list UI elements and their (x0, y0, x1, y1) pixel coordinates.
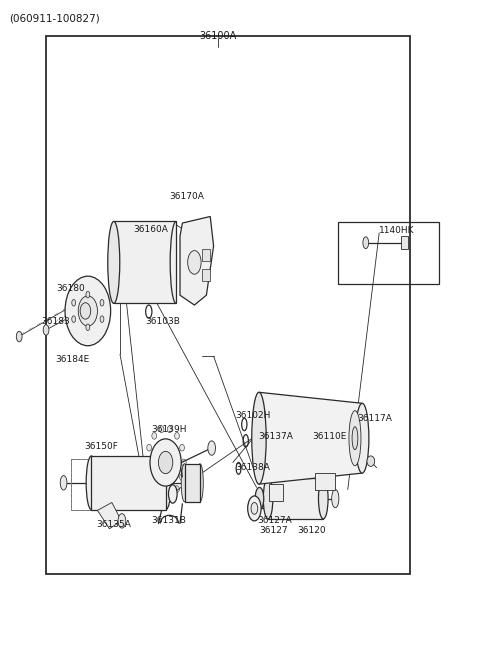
Text: 36135A: 36135A (96, 520, 131, 529)
Bar (202, 249, 210, 261)
Ellipse shape (175, 432, 180, 440)
Ellipse shape (16, 331, 22, 342)
Text: 36117A: 36117A (358, 414, 393, 423)
Bar (91, 456, 166, 510)
Ellipse shape (180, 474, 184, 481)
Ellipse shape (167, 493, 172, 499)
Ellipse shape (167, 426, 172, 432)
Ellipse shape (147, 444, 152, 451)
Polygon shape (401, 236, 408, 249)
Ellipse shape (72, 300, 76, 306)
Ellipse shape (60, 476, 67, 490)
Ellipse shape (332, 489, 339, 508)
Ellipse shape (65, 276, 110, 346)
Ellipse shape (318, 478, 328, 519)
Ellipse shape (108, 222, 120, 303)
Ellipse shape (251, 502, 258, 514)
Text: 36102H: 36102H (235, 411, 271, 420)
Text: 36180: 36180 (57, 284, 85, 293)
Ellipse shape (86, 324, 90, 331)
Ellipse shape (197, 464, 204, 502)
Ellipse shape (363, 237, 369, 249)
Polygon shape (180, 216, 214, 305)
Bar (202, 269, 210, 281)
Text: 36139H: 36139H (151, 424, 187, 434)
Ellipse shape (100, 316, 104, 322)
Ellipse shape (181, 459, 186, 466)
Ellipse shape (349, 411, 361, 466)
Ellipse shape (269, 464, 277, 476)
Ellipse shape (145, 459, 150, 466)
Ellipse shape (86, 291, 90, 298)
Text: 36137A: 36137A (258, 432, 293, 441)
Ellipse shape (86, 456, 96, 510)
Polygon shape (315, 473, 335, 489)
Ellipse shape (80, 302, 91, 319)
Polygon shape (269, 484, 283, 501)
Text: 36103B: 36103B (145, 317, 180, 326)
Polygon shape (259, 392, 362, 484)
Ellipse shape (150, 439, 181, 486)
Text: 1140HK: 1140HK (379, 226, 415, 236)
Ellipse shape (158, 451, 173, 474)
Ellipse shape (208, 441, 216, 455)
Ellipse shape (72, 316, 76, 322)
Text: 36110E: 36110E (312, 432, 347, 441)
Ellipse shape (188, 251, 201, 274)
Text: 36184E: 36184E (55, 355, 89, 364)
Ellipse shape (355, 403, 369, 473)
Ellipse shape (352, 427, 358, 450)
Bar (71, 459, 155, 510)
Bar (338, 222, 439, 284)
Ellipse shape (255, 487, 264, 510)
Text: 36150F: 36150F (84, 441, 118, 451)
Text: 36138A: 36138A (235, 462, 270, 472)
Text: 36120: 36120 (298, 525, 326, 535)
Text: 36100A: 36100A (200, 31, 237, 41)
Text: 36127A: 36127A (257, 516, 291, 525)
Polygon shape (97, 502, 121, 529)
Ellipse shape (180, 444, 184, 451)
Bar (268, 478, 324, 519)
Ellipse shape (168, 485, 177, 503)
Ellipse shape (367, 456, 374, 466)
Text: 36131B: 36131B (151, 516, 186, 525)
Ellipse shape (78, 296, 97, 326)
Ellipse shape (152, 432, 156, 440)
Ellipse shape (263, 478, 273, 519)
Ellipse shape (181, 464, 188, 502)
Text: (060911-100827): (060911-100827) (9, 13, 99, 23)
Ellipse shape (147, 474, 152, 481)
Ellipse shape (43, 325, 49, 335)
Ellipse shape (159, 493, 164, 499)
Ellipse shape (152, 485, 156, 493)
Ellipse shape (169, 456, 176, 469)
Ellipse shape (100, 300, 104, 306)
Text: 36183: 36183 (41, 317, 70, 326)
Bar (184, 464, 200, 502)
Ellipse shape (159, 426, 164, 432)
Ellipse shape (175, 485, 180, 493)
Ellipse shape (248, 496, 261, 521)
Bar (46, 36, 410, 574)
Text: 36127: 36127 (259, 525, 288, 535)
Ellipse shape (160, 456, 171, 510)
Ellipse shape (118, 514, 126, 528)
Text: 36160A: 36160A (133, 225, 168, 234)
Bar (114, 221, 176, 303)
Bar (71, 459, 155, 510)
Ellipse shape (252, 392, 266, 484)
Text: 36170A: 36170A (169, 192, 204, 201)
